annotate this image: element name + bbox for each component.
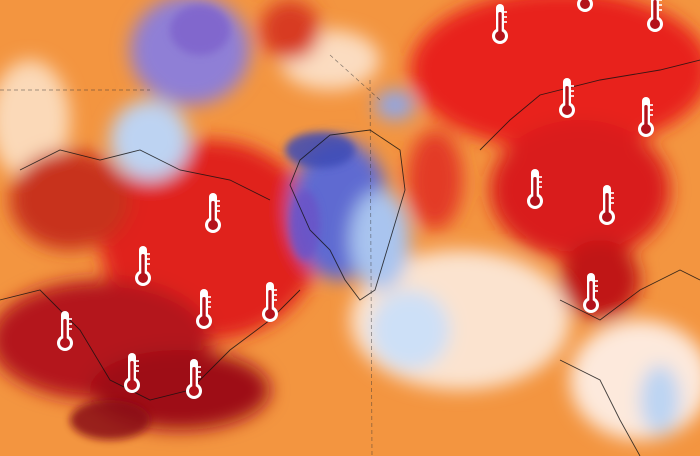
graticule — [0, 54, 381, 456]
